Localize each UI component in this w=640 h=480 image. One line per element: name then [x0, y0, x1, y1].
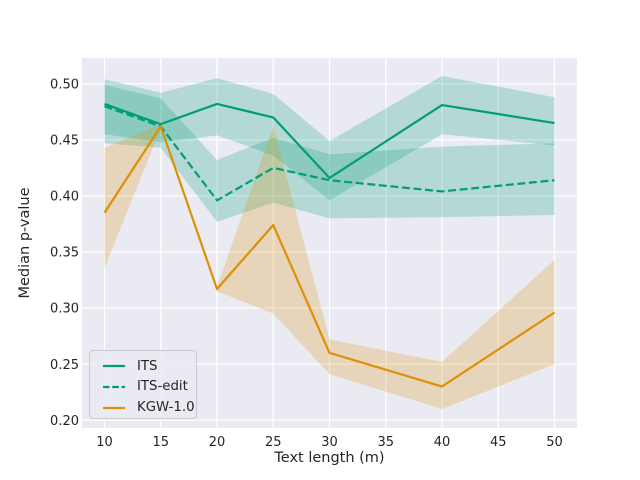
x-axis-label: Text length (m)	[273, 450, 384, 466]
x-tick-label: 45	[490, 435, 507, 450]
kgw-1.0-line	[103, 125, 556, 388]
legend: ITS ITS-edit KGW-1.0	[89, 350, 197, 419]
its-edit-band	[104, 84, 555, 222]
y-tick-label: 0.50	[50, 77, 79, 92]
gridlines	[82, 58, 577, 428]
legend-item-its: ITS	[102, 356, 196, 377]
x-tick-label: 10	[96, 435, 113, 450]
x-tick-label: 15	[152, 435, 169, 450]
y-tick-label: 0.40	[50, 190, 79, 205]
legend-solid-line-icon	[103, 406, 125, 409]
x-tick-label: 50	[546, 435, 563, 450]
legend-label: KGW-1.0	[137, 400, 195, 416]
y-tick-label: 0.30	[50, 302, 79, 317]
x-tick-label: 40	[434, 435, 451, 450]
x-tick-label: 20	[209, 435, 226, 450]
its-band	[104, 75, 555, 201]
y-tick-label: 0.45	[50, 134, 79, 149]
x-tick-label: 25	[265, 435, 282, 450]
y-tick-label: 0.25	[50, 358, 79, 373]
y-tick-label: 0.20	[50, 414, 79, 429]
y-axis-label: Median p-value	[17, 187, 33, 298]
legend-dashed-line-icon	[103, 385, 125, 389]
legend-solid-line-icon	[103, 365, 125, 368]
x-tick-label: 30	[321, 435, 338, 450]
y-axis-tick-labels: 0.20 0.25 0.30 0.35 0.40 0.45 0.50	[50, 77, 79, 428]
y-tick-label: 0.35	[50, 246, 79, 261]
legend-label: ITS	[137, 358, 158, 374]
its-line	[104, 102, 555, 180]
legend-label: ITS-edit	[137, 379, 188, 395]
legend-item-its-edit: ITS-edit	[102, 377, 196, 398]
x-axis-tick-labels: 10 15 20 25 30 35 40 45 50	[96, 435, 563, 450]
x-tick-label: 35	[377, 435, 394, 450]
legend-item-kgw-1.0: KGW-1.0	[102, 397, 196, 418]
series-lines	[103, 102, 556, 388]
